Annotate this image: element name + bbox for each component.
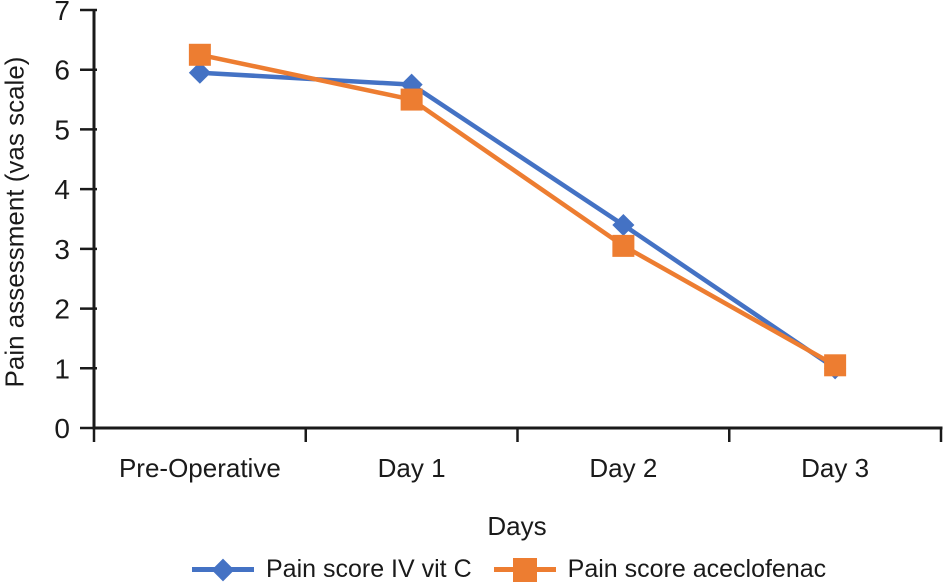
y-tick-label: 2 bbox=[54, 294, 70, 325]
legend-line-sample bbox=[493, 556, 556, 584]
legend-item-pain-score-aceclofenac: Pain score aceclofenac bbox=[493, 555, 827, 584]
series-pain-score-iv-vit-c bbox=[188, 61, 847, 380]
x-axis: Pre-Operative Day 1 Day 2 Day 3 bbox=[92, 426, 943, 483]
y-tick-label: 4 bbox=[54, 174, 70, 205]
chart-legend: Pain score IV vit C Pain score aceclofen… bbox=[192, 555, 826, 584]
y-tick-label: 1 bbox=[54, 353, 70, 384]
square-marker-icon bbox=[400, 88, 423, 111]
x-category-label: Day 3 bbox=[801, 453, 869, 483]
diamond-marker-icon bbox=[211, 558, 235, 581]
square-marker-icon bbox=[188, 43, 211, 66]
legend-label: Pain score aceclofenac bbox=[567, 555, 827, 583]
series-line bbox=[199, 52, 837, 368]
y-tick-label: 5 bbox=[54, 114, 70, 145]
y-axis-title: Pain assessment (vas scale) bbox=[0, 56, 30, 388]
series-pain-score-aceclofenac bbox=[188, 43, 847, 377]
y-axis: 0 1 2 3 4 5 6 7 bbox=[54, 0, 97, 444]
legend-line-sample bbox=[192, 556, 254, 584]
series-line bbox=[199, 70, 837, 371]
y-tick-label: 6 bbox=[54, 55, 70, 86]
y-tick-label: 7 bbox=[54, 0, 70, 26]
x-axis-title: Days bbox=[487, 511, 547, 541]
square-marker-icon bbox=[824, 354, 847, 377]
y-tick-label: 3 bbox=[54, 234, 70, 265]
x-category-label: Day 2 bbox=[589, 453, 657, 483]
square-marker-icon bbox=[612, 234, 635, 257]
x-category-label: Day 1 bbox=[378, 453, 446, 483]
y-tick-label: 0 bbox=[54, 413, 70, 444]
legend-label: Pain score IV vit C bbox=[266, 555, 472, 583]
legend-item-pain-score-iv-vit-c: Pain score IV vit C bbox=[192, 555, 472, 584]
x-category-label: Pre-Operative bbox=[119, 453, 281, 483]
square-marker-icon bbox=[512, 557, 537, 582]
